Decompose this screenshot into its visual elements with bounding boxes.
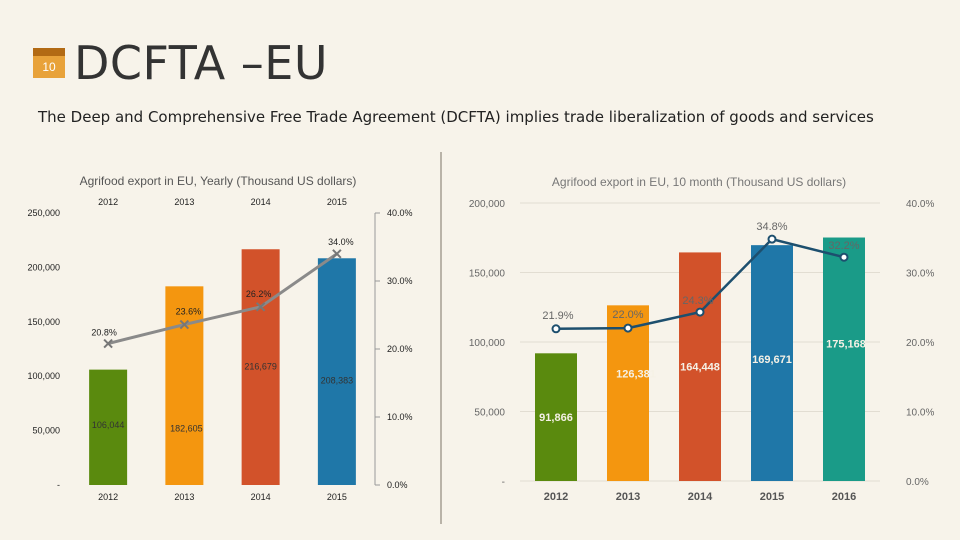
chart-10-month: Agrifood export in EU, 10 month (Thousan… (469, 175, 935, 503)
bar-2013 (165, 286, 204, 485)
bar-2013 (607, 305, 649, 481)
y-tick-label: 200,000 (27, 262, 60, 272)
growth-line (107, 252, 338, 346)
growth-marker (695, 307, 705, 317)
growth-label: 20.8% (91, 328, 117, 338)
x-tick-label: 2013 (616, 491, 640, 503)
x-tick-label: 2014 (251, 492, 271, 502)
top-category-label: 2015 (327, 197, 347, 207)
y-tick-label: 100,000 (469, 338, 506, 349)
x-tick-label: 2012 (98, 492, 118, 502)
growth-label: 34.8% (756, 221, 787, 233)
value-label: 182,605 (170, 423, 203, 433)
x-tick-label: 2016 (832, 491, 856, 503)
growth-label: 22.0% (612, 309, 643, 321)
top-category-label: 2014 (251, 197, 271, 207)
value-label: 164,448 (680, 361, 720, 373)
page-title: DCFTA –EU (74, 36, 329, 90)
slide-number-badge: 10 (33, 48, 65, 78)
top-category-label: 2013 (174, 197, 194, 207)
x-tick-label: 2015 (760, 491, 784, 503)
x-tick-label: 2013 (174, 492, 194, 502)
value-label: 126,381 (616, 368, 656, 380)
y-tick-label: - (57, 480, 60, 490)
growth-label: 21.9% (542, 310, 573, 322)
chart-title: Agrifood export in EU, 10 month (Thousan… (552, 175, 846, 189)
growth-marker (767, 234, 777, 244)
secondary-tick-label: 40.0% (906, 199, 934, 210)
value-label: 208,383 (321, 375, 354, 385)
bar-2015 (751, 245, 793, 481)
secondary-tick-label: 10.0% (906, 408, 934, 419)
growth-label: 23.6% (176, 307, 202, 317)
secondary-tick-label: 20.0% (387, 344, 413, 354)
chart-title: Agrifood export in EU, Yearly (Thousand … (80, 174, 357, 188)
secondary-tick-label: 40.0% (387, 208, 413, 218)
growth-label: 24.3% (682, 295, 713, 307)
bar-2014 (241, 249, 280, 485)
bar-2012 (89, 369, 128, 485)
x-tick-label: 2015 (327, 492, 347, 502)
growth-marker (332, 249, 342, 259)
growth-marker (839, 252, 849, 262)
bar-2016 (823, 237, 865, 481)
value-label: 91,866 (539, 412, 573, 424)
growth-label: 34.0% (328, 237, 354, 247)
growth-label: 26.2% (246, 289, 272, 299)
top-category-label: 2012 (98, 197, 118, 207)
secondary-tick-label: 20.0% (906, 338, 934, 349)
x-tick-label: 2014 (688, 491, 713, 503)
growth-marker (179, 319, 190, 330)
panel-divider (440, 152, 442, 524)
x-tick-label: 2012 (544, 491, 568, 503)
growth-marker (103, 338, 113, 349)
y-tick-label: 100,000 (27, 371, 60, 381)
value-label: 216,679 (244, 361, 277, 371)
value-label: 169,671 (752, 354, 792, 366)
y-tick-label: 150,000 (469, 269, 506, 280)
secondary-tick-label: 30.0% (906, 269, 934, 280)
growth-label: 32.2% (828, 240, 859, 252)
y-tick-label: 150,000 (27, 317, 60, 327)
growth-marker (623, 323, 633, 333)
bar-2012 (535, 353, 577, 481)
secondary-tick-label: 30.0% (387, 276, 413, 286)
growth-marker (255, 302, 266, 312)
y-tick-label: 50,000 (32, 426, 60, 436)
secondary-tick-label: 0.0% (387, 480, 408, 490)
secondary-tick-label: 0.0% (906, 477, 929, 488)
y-tick-label: 250,000 (27, 208, 60, 218)
y-tick-label: - (502, 477, 505, 488)
value-label: 106,044 (92, 420, 125, 430)
chart-yearly: Agrifood export in EU, Yearly (Thousand … (27, 174, 413, 502)
y-tick-label: 50,000 (474, 408, 505, 419)
value-label: 175,168 (826, 339, 866, 351)
secondary-tick-label: 10.0% (387, 412, 413, 422)
growth-marker (551, 324, 561, 334)
bar-2014 (679, 252, 721, 481)
page-subtitle: The Deep and Comprehensive Free Trade Ag… (38, 108, 874, 126)
bar-2015 (317, 258, 356, 485)
y-tick-label: 200,000 (469, 199, 506, 210)
